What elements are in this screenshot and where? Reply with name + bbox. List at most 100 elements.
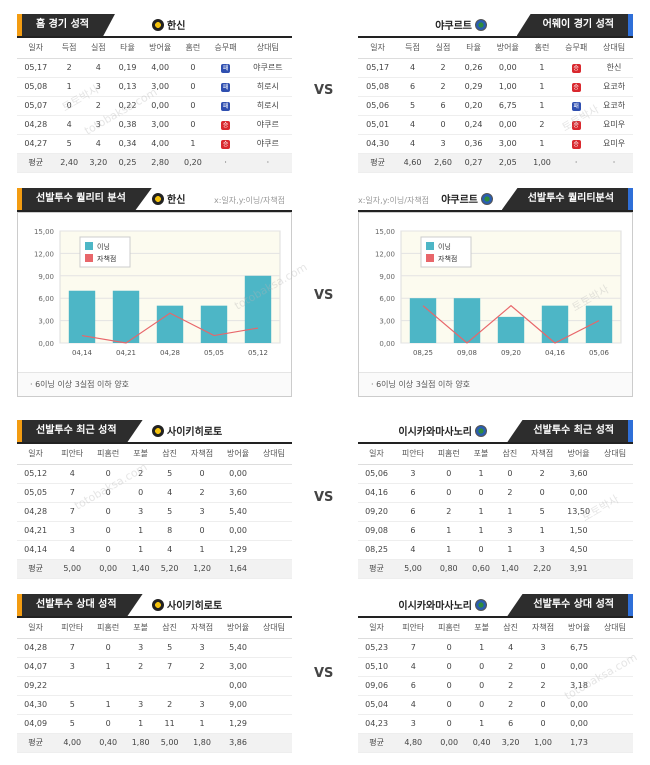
table-cell: 2 bbox=[427, 77, 459, 97]
table-cell: 3 bbox=[126, 638, 156, 658]
table-cell: 0,00 bbox=[220, 521, 256, 541]
table-cell: 0,19 bbox=[112, 58, 143, 78]
table-cell: 패 bbox=[207, 96, 244, 116]
table-cell: 승 bbox=[207, 134, 244, 154]
average-cell: 3,91 bbox=[560, 559, 598, 579]
bar-innings bbox=[453, 298, 481, 343]
quality-left-chart: 15,00 12,00 9,00 6,00 3,00 0,00 04,14 04,21 04,2… bbox=[34, 228, 281, 357]
result-badge: 승 bbox=[571, 120, 581, 130]
table-cell: 4 bbox=[54, 115, 84, 135]
table-cell: 히로시 bbox=[243, 96, 292, 116]
column-header: 일자 bbox=[17, 618, 55, 639]
table-cell: 0 bbox=[90, 464, 127, 484]
average-cell bbox=[596, 733, 633, 753]
table-cell: 2 bbox=[126, 657, 156, 677]
table-cell: 4 bbox=[397, 115, 428, 135]
table-cell: 요미우 bbox=[595, 115, 633, 135]
table-row: 04,30 4 3 0,36 3,00 1 승 요미우 bbox=[358, 134, 633, 154]
table-row: 05,08 6 2 0,29 1,00 1 승 요코하 bbox=[358, 77, 633, 97]
table-cell: 0 bbox=[431, 676, 468, 696]
table-row: 04,28 7 0 3 5 3 5,40 bbox=[17, 502, 292, 522]
legend-label: 자책점 bbox=[97, 254, 116, 263]
away-record-panel: 야쿠르트 어웨이 경기 성적 일자 득점 실점 타율 방어율 홈런 승무패 상대팀 05,17 4… bbox=[358, 14, 633, 173]
average-cell: 4,00 bbox=[54, 733, 91, 753]
table-cell: 2 bbox=[496, 657, 526, 677]
average-cell: 4,80 bbox=[395, 733, 432, 753]
table-cell: 0,00 bbox=[142, 96, 179, 116]
average-cell: 0,40 bbox=[90, 733, 127, 753]
quality-right-header: 야쿠르트 선발투수 퀄리티분석 bbox=[358, 188, 633, 212]
table-cell: 0 bbox=[467, 695, 497, 715]
table-cell: 3 bbox=[54, 657, 91, 677]
column-header: 일자 bbox=[17, 444, 55, 465]
table-row: 05,06 3 0 1 0 2 3,60 bbox=[358, 464, 633, 484]
table-cell: 4 bbox=[83, 134, 113, 154]
table-cell: 0,26 bbox=[458, 58, 489, 78]
table-cell: 3 bbox=[126, 502, 156, 522]
quality-left-chart-box: 15,00 12,00 9,00 6,00 3,00 0,00 04,14 04,21 04,2… bbox=[17, 212, 292, 397]
average-cell: 1,80 bbox=[126, 733, 156, 753]
table-cell: 패 bbox=[207, 77, 244, 97]
table-cell bbox=[255, 540, 292, 560]
table-cell: 05,05 bbox=[17, 483, 55, 503]
table-cell: 11 bbox=[155, 714, 185, 734]
column-header: 득점 bbox=[397, 38, 428, 59]
table-cell: 4 bbox=[395, 540, 431, 560]
table-cell bbox=[54, 676, 91, 696]
table-cell: 5 bbox=[155, 638, 185, 658]
table-cell: 04,28 bbox=[17, 638, 55, 658]
column-header: 피안타 bbox=[54, 618, 91, 639]
bar-innings bbox=[409, 298, 437, 343]
table-cell: 2 bbox=[155, 695, 185, 715]
table-cell: 0 bbox=[90, 483, 127, 503]
table-cell: 패 bbox=[557, 96, 596, 116]
table-cell: 7 bbox=[54, 483, 91, 503]
quality-left-team: 한신 bbox=[152, 191, 185, 206]
vs-label: VS bbox=[314, 288, 334, 303]
table-cell: 1,00 bbox=[488, 77, 527, 97]
column-header: 승무패 bbox=[207, 38, 244, 59]
table-cell: 6 bbox=[395, 483, 431, 503]
table-cell bbox=[255, 657, 292, 677]
table-cell bbox=[597, 464, 633, 484]
table-cell: 5 bbox=[155, 464, 185, 484]
table-cell: 3,60 bbox=[560, 464, 598, 484]
table-cell: 1 bbox=[467, 714, 497, 734]
table-row: 05,07 0 2 0,22 0,00 0 패 히로시 bbox=[17, 96, 292, 116]
table-cell: 05,06 bbox=[358, 464, 396, 484]
column-header: 포볼 bbox=[467, 618, 497, 639]
table-cell: 09,20 bbox=[358, 502, 396, 522]
table-cell: 2 bbox=[495, 483, 525, 503]
table-cell: 04,28 bbox=[17, 502, 55, 522]
table-cell: 0 bbox=[90, 521, 127, 541]
table-cell: 3 bbox=[525, 638, 562, 658]
table-cell: 05,04 bbox=[358, 695, 396, 715]
column-header: 자책점 bbox=[184, 618, 221, 639]
table-cell: 1 bbox=[526, 134, 558, 154]
legend-swatch bbox=[426, 242, 434, 250]
table-cell: 2 bbox=[184, 483, 221, 503]
pitcher-vs-left-team: 사이키히로토 bbox=[152, 597, 222, 612]
table-cell: 4 bbox=[54, 540, 91, 560]
table-cell: 1 bbox=[526, 58, 558, 78]
table-cell: 1 bbox=[126, 714, 156, 734]
pitcher-recent-left-title: 선발투수 최근 성적 bbox=[17, 420, 143, 442]
column-header: 삼진 bbox=[495, 444, 525, 465]
table-cell: 승 bbox=[557, 58, 596, 78]
bar-innings bbox=[200, 305, 228, 343]
average-row: 평균 2,40 3,20 0,25 2,80 0,20 · · bbox=[17, 153, 292, 173]
table-cell: 0 bbox=[178, 77, 208, 97]
table-cell: 04,30 bbox=[17, 695, 55, 715]
table-cell bbox=[255, 695, 292, 715]
result-badge: 승 bbox=[571, 82, 581, 92]
average-cell: 2,20 bbox=[524, 559, 561, 579]
average-cell: 2,40 bbox=[54, 153, 84, 173]
line-earned-runs bbox=[81, 312, 259, 344]
table-cell: 0 bbox=[467, 676, 497, 696]
average-cell: 2,80 bbox=[142, 153, 179, 173]
table-cell: 0 bbox=[466, 540, 496, 560]
quality-right-note: · 6이닝 이상 3실점 이하 양호 bbox=[359, 372, 632, 396]
average-row: 평균 4,00 0,40 1,80 5,00 1,80 3,86 bbox=[17, 733, 292, 753]
table-cell: 1,29 bbox=[220, 714, 256, 734]
table-cell: 05,08 bbox=[17, 77, 55, 97]
